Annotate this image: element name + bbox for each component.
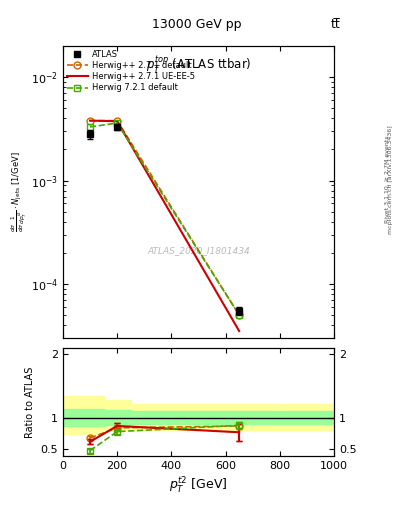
Text: mcplots.cern.ch [arXiv:1306.3436]: mcplots.cern.ch [arXiv:1306.3436] <box>387 125 393 233</box>
Y-axis label: Ratio to ATLAS: Ratio to ATLAS <box>25 366 35 438</box>
Text: 13000 GeV pp: 13000 GeV pp <box>152 18 241 31</box>
Text: $p_T^{top}$ (ATLAS ttbar): $p_T^{top}$ (ATLAS ttbar) <box>146 55 251 75</box>
Y-axis label: $\frac{d\sigma}{d\sigma}\frac{1}{dp_T^{t2}}\cdot N_\mathrm{jets}$ [1/GeV]: $\frac{d\sigma}{d\sigma}\frac{1}{dp_T^{t… <box>10 152 29 232</box>
Text: Rivet 3.1.10, ≥ 2.7M events: Rivet 3.1.10, ≥ 2.7M events <box>385 135 390 223</box>
Text: tt̅: tt̅ <box>331 18 341 31</box>
Legend: ATLAS, Herwig++ 2.7.1 default, Herwig++ 2.7.1 UE-EE-5, Herwig 7.2.1 default: ATLAS, Herwig++ 2.7.1 default, Herwig++ … <box>65 49 197 94</box>
Text: ATLAS_2020_I1801434: ATLAS_2020_I1801434 <box>147 246 250 255</box>
X-axis label: $p_T^{t2}$ [GeV]: $p_T^{t2}$ [GeV] <box>169 476 228 496</box>
